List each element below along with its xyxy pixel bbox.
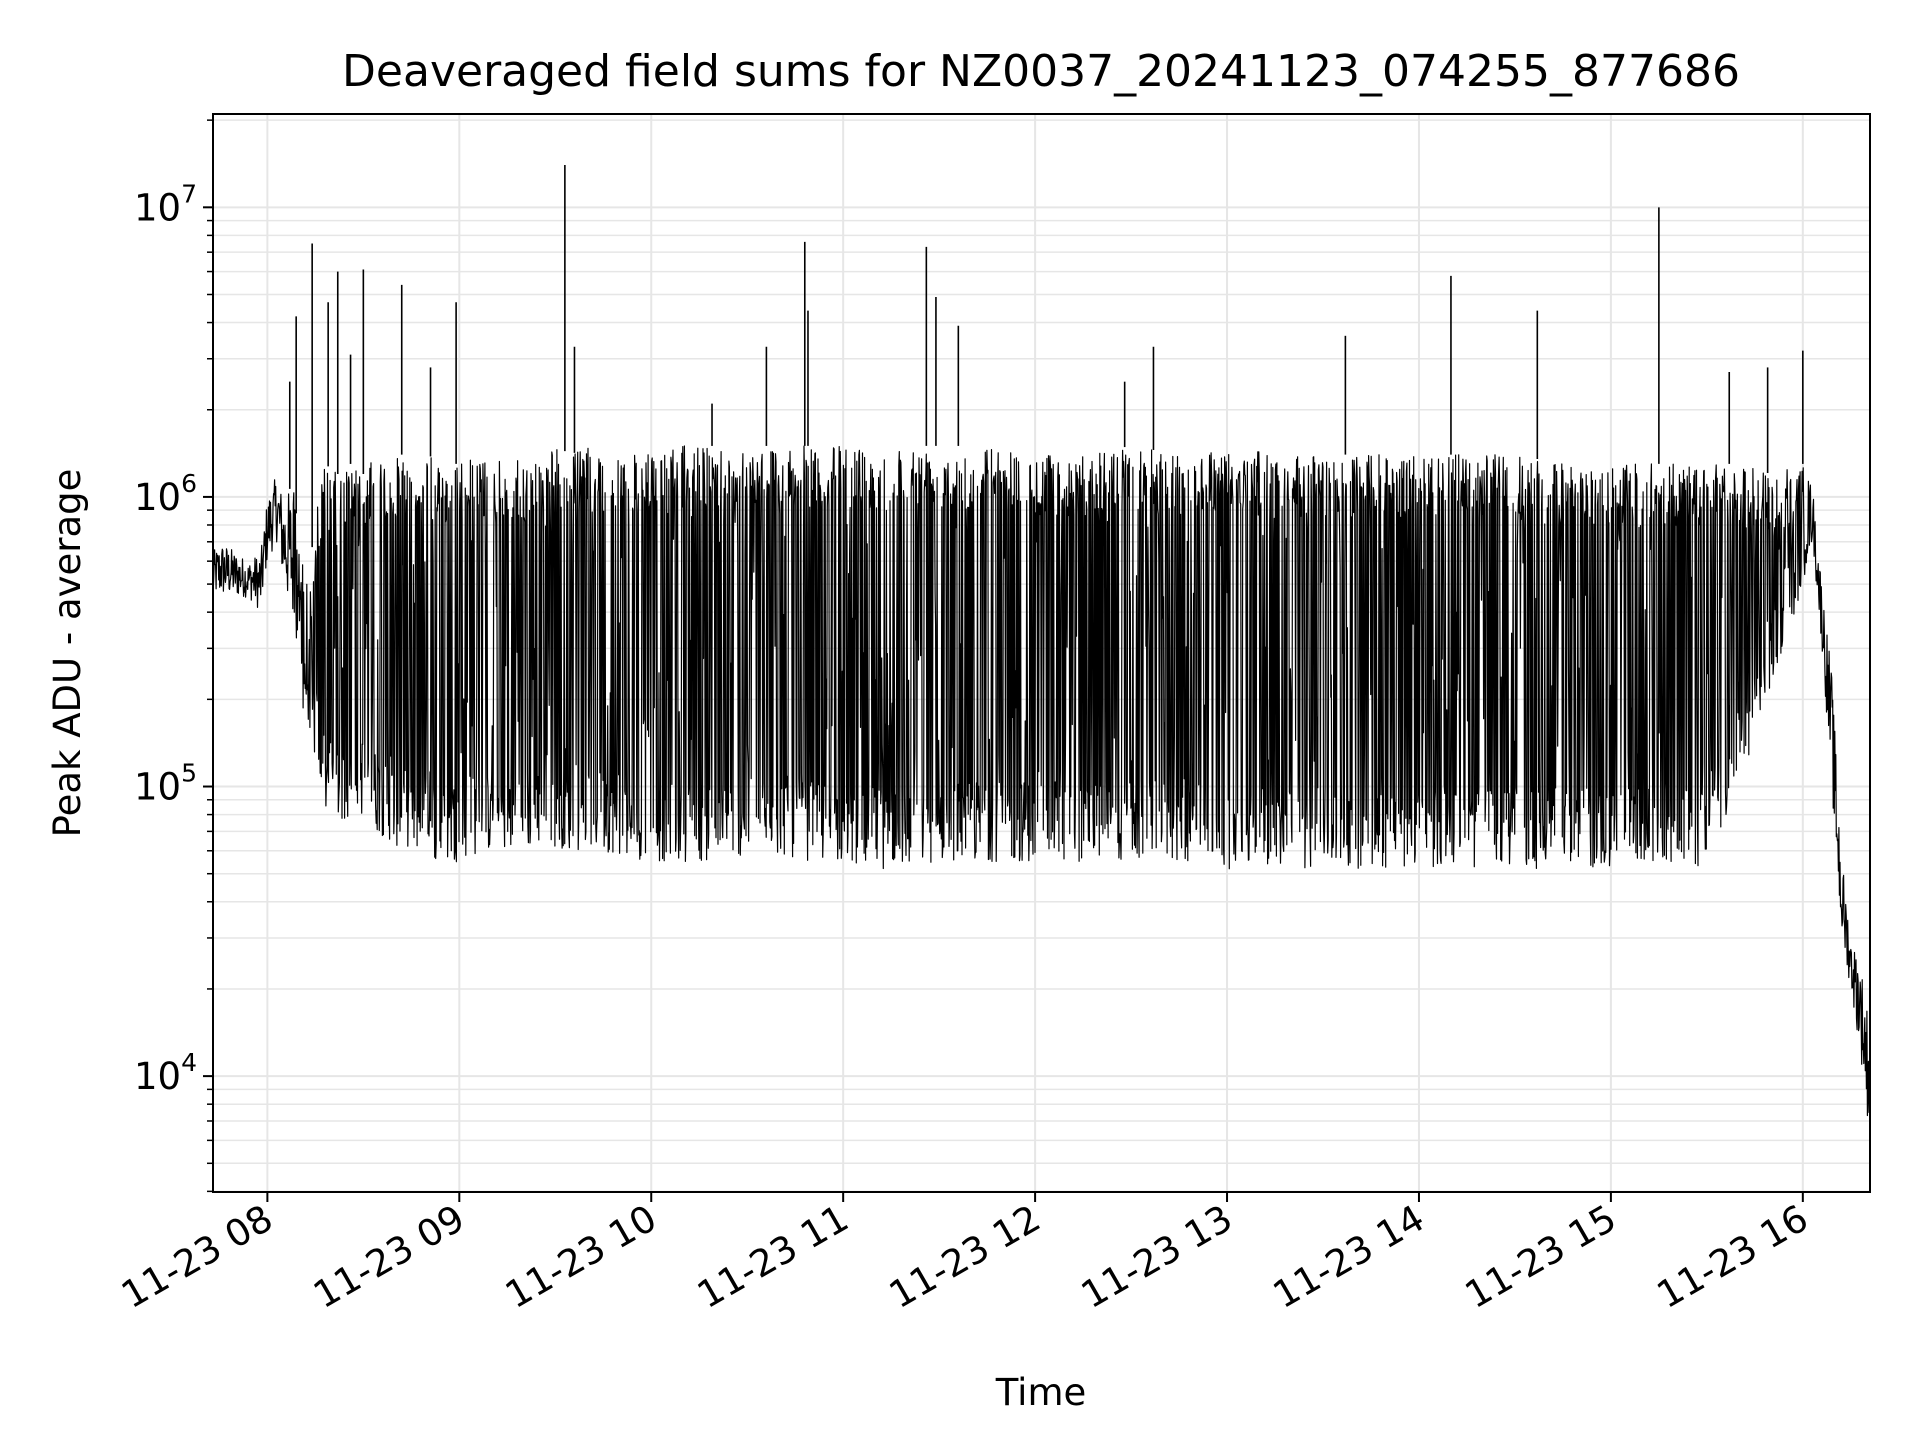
y-tick-label: 107 — [134, 179, 197, 229]
y-axis-ticks: 104 105 106 107 — [134, 119, 213, 1193]
series-line — [212, 445, 1871, 1117]
x-axis-label: Time — [995, 1371, 1087, 1414]
y-tick-label: 105 — [134, 759, 197, 809]
y-tick-label: 106 — [134, 469, 197, 519]
y-axis-label: Peak ADU - average — [46, 469, 89, 838]
data-series — [212, 164, 1871, 1117]
plot-frame — [212, 113, 1871, 1193]
chart-title: Deaveraged field sums for NZ0037_2024112… — [342, 46, 1740, 97]
y-tick-label: 104 — [134, 1048, 197, 1098]
